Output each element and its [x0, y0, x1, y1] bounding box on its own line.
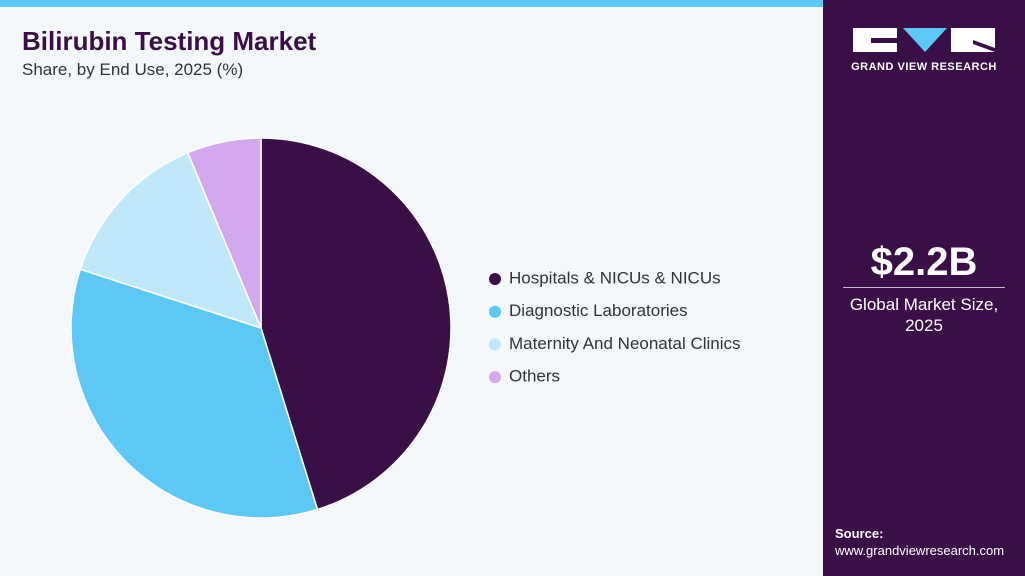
- chart: Hospitals & NICUs & NICUs Diagnostic Labo…: [70, 137, 741, 519]
- pie-slice: [186, 137, 262, 329]
- chart-subtitle: Share, by End Use, 2025 (%): [22, 60, 244, 79]
- legend-swatch: [489, 371, 501, 384]
- source-label: Source:: [835, 526, 884, 541]
- pie-slice: [70, 268, 319, 519]
- legend-label: Maternity And Neonatal Clinics: [509, 334, 741, 353]
- chart-title: Bilirubin Testing Market: [22, 26, 317, 56]
- market-size-value: $2.2B: [870, 240, 978, 284]
- pie-slice: [260, 137, 452, 511]
- divider: [843, 287, 1005, 288]
- source-url: www.grandviewresearch.com: [835, 543, 1005, 558]
- legend-swatch: [489, 273, 501, 285]
- logo: [853, 28, 995, 52]
- top-stripe: [0, 0, 823, 7]
- side-panel: GRAND VIEW RESEARCH $2.2B Global Market …: [823, 0, 1025, 576]
- legend-label: Others: [509, 367, 560, 386]
- market-size-label: Global Market Size, 2025: [849, 295, 999, 335]
- legend-swatch: [489, 305, 501, 318]
- logo-text: GRAND VIEW RESEARCH: [851, 61, 997, 73]
- legend-swatch: [489, 338, 501, 351]
- pie-slice: [79, 151, 263, 330]
- legend-label: Hospitals & NICUs & NICUs: [509, 268, 721, 287]
- legend-label: Diagnostic Laboratories: [509, 301, 688, 320]
